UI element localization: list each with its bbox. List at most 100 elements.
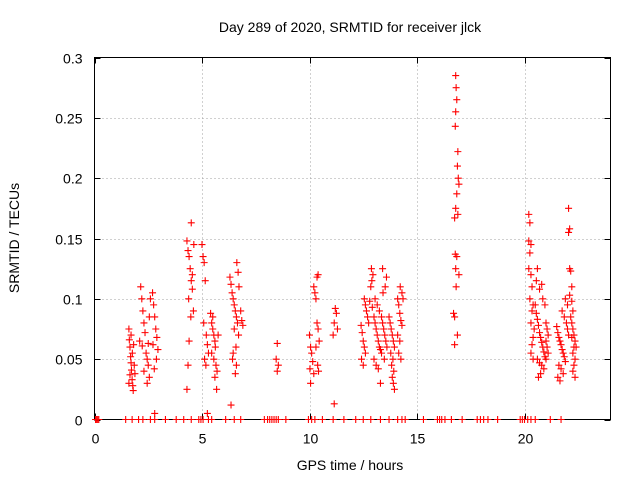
data-point <box>526 219 534 227</box>
data-point <box>567 267 575 275</box>
data-point <box>188 271 196 279</box>
data-point <box>528 307 536 315</box>
data-point <box>185 253 193 261</box>
data-point <box>452 265 460 273</box>
zero-data-point <box>367 416 375 423</box>
data-point <box>372 325 380 333</box>
data-point <box>209 313 217 321</box>
data-point <box>201 355 209 363</box>
data-point <box>232 313 240 321</box>
data-point <box>385 313 393 321</box>
y-tick-label: 0.05 <box>55 352 82 368</box>
data-point <box>525 265 533 273</box>
data-point <box>376 379 384 387</box>
data-point <box>452 204 460 212</box>
data-point <box>315 337 323 345</box>
data-point <box>183 385 191 393</box>
data-point <box>329 331 337 339</box>
data-point <box>564 301 571 309</box>
data-point <box>208 349 216 357</box>
data-point <box>394 331 402 339</box>
zero-data-point <box>401 416 409 423</box>
data-point <box>368 277 376 285</box>
data-point <box>544 331 552 339</box>
data-point <box>198 241 206 249</box>
data-point <box>370 313 378 321</box>
data-point <box>541 301 549 309</box>
data-point <box>527 349 535 357</box>
data-point <box>203 341 211 349</box>
data-point <box>389 337 397 345</box>
data-point <box>312 295 320 303</box>
data-point <box>559 370 567 378</box>
data-point <box>235 283 243 291</box>
zero-data-point <box>128 416 136 423</box>
data-point <box>128 376 136 384</box>
data-point <box>556 337 564 345</box>
data-point <box>383 343 391 351</box>
data-point <box>453 331 461 339</box>
data-point <box>187 219 195 227</box>
zero-data-point <box>237 416 245 423</box>
data-point <box>202 331 210 339</box>
data-point <box>202 361 210 369</box>
data-point <box>360 295 368 303</box>
data-point <box>138 295 146 303</box>
data-point <box>452 108 460 116</box>
axis-ticks: 0 0.05 0.1 0.15 0.2 0.25 0.3 0 5 10 15 20 <box>55 51 611 447</box>
data-point <box>536 285 544 293</box>
data-point <box>453 162 461 170</box>
data-point <box>126 343 134 351</box>
data-point <box>565 228 573 236</box>
x-tick-label: 5 <box>199 431 207 447</box>
data-point <box>232 343 240 351</box>
data-point <box>127 366 135 374</box>
y-tick-label: 0.2 <box>63 171 83 187</box>
data-point <box>227 280 235 288</box>
data-point <box>272 355 280 363</box>
data-point <box>143 379 151 387</box>
data-point <box>184 361 192 369</box>
x-axis-label: GPS time / hours <box>297 457 404 473</box>
zero-data-point <box>222 416 230 423</box>
data-point <box>553 323 561 331</box>
zero-data-point <box>161 416 169 423</box>
data-point <box>314 325 322 333</box>
data-point <box>455 180 463 188</box>
data-point <box>127 331 135 339</box>
data-point <box>571 337 579 345</box>
data-point <box>542 355 550 363</box>
data-point <box>396 337 404 345</box>
data-point <box>378 313 386 321</box>
data-point <box>201 277 209 285</box>
data-point <box>528 283 536 291</box>
zero-data-point <box>385 416 393 423</box>
data-point <box>565 204 573 212</box>
zero-data-point <box>447 416 455 423</box>
data-point <box>130 361 138 369</box>
chart-title: Day 289 of 2020, SRMTID for receiver jlc… <box>219 19 482 35</box>
y-axis-label: SRMTID / TECUs <box>6 183 22 293</box>
data-point <box>238 317 246 325</box>
data-point <box>528 341 536 349</box>
data-point <box>360 343 368 351</box>
data-point <box>233 319 241 327</box>
data-point <box>315 367 323 375</box>
data-point <box>538 338 546 346</box>
data-point <box>374 337 382 345</box>
zero-data-point <box>329 416 337 423</box>
data-point <box>367 265 375 273</box>
data-point <box>187 277 195 285</box>
data-point <box>380 325 388 333</box>
zero-data-point <box>282 416 290 423</box>
data-point <box>311 289 319 297</box>
data-points <box>92 72 580 423</box>
data-point <box>314 361 322 369</box>
data-point <box>568 333 576 341</box>
data-point <box>450 309 458 317</box>
zero-data-point <box>546 416 554 423</box>
data-point <box>398 289 406 297</box>
data-point <box>451 214 459 222</box>
data-point <box>203 409 211 417</box>
data-point <box>539 295 547 303</box>
